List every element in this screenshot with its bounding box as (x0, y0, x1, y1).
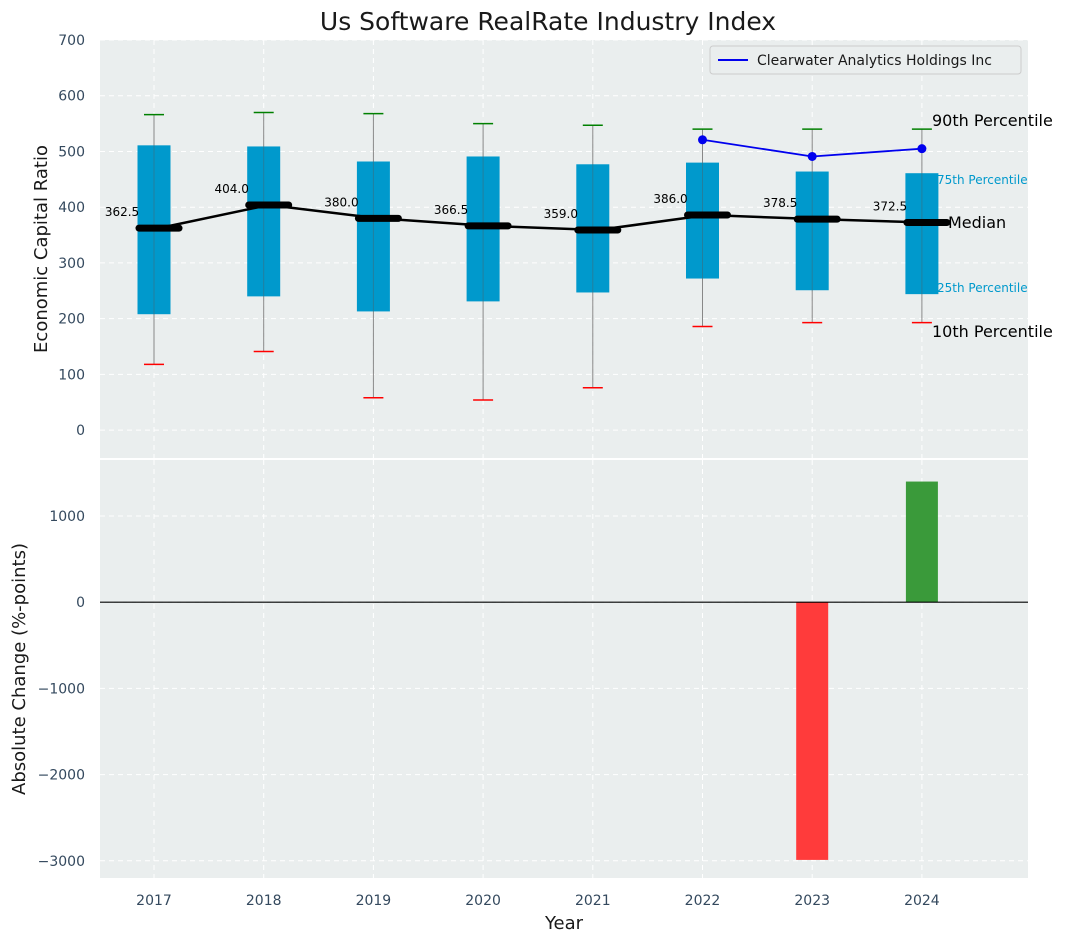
top-y-ticks: 0 100 200 300 400 500 600 700 (58, 33, 85, 439)
top-y-tick-label: 400 (58, 200, 85, 216)
median-value-label: 366.5 (434, 203, 468, 217)
change-bar (796, 602, 829, 860)
top-y-tick-label: 100 (58, 367, 85, 383)
median-value-label: 378.5 (763, 196, 797, 210)
change-bar (905, 481, 938, 603)
legend-box (709, 45, 1022, 75)
chart-title: Us Software RealRate Industry Index (320, 7, 776, 36)
x-tick-label: 2021 (575, 893, 611, 909)
median-value-label: 380.0 (324, 195, 358, 209)
bottom-y-tick-label: −2000 (38, 768, 85, 784)
median-value-label: 386.0 (653, 192, 687, 206)
top-y-tick-label: 0 (76, 423, 85, 439)
bottom-y-tick-label: 1000 (49, 509, 85, 525)
x-tick-label: 2023 (794, 893, 830, 909)
median-value-label: 404.0 (215, 182, 249, 196)
bottom-y-ticks: −3000 −2000 −1000 0 1000 (38, 509, 85, 870)
x-tick-label: 2020 (465, 893, 501, 909)
legend: Clearwater Analytics Holdings Inc (709, 45, 1022, 75)
x-tick-label: 2017 (136, 893, 172, 909)
bottom-y-tick-label: −1000 (38, 681, 85, 697)
median-value-label: 372.5 (873, 200, 907, 214)
top-y-tick-label: 300 (58, 256, 85, 272)
x-tick-label: 2024 (904, 893, 940, 909)
top-y-tick-label: 500 (58, 144, 85, 160)
median-value-label: 362.5 (105, 205, 139, 219)
company-point (807, 151, 817, 161)
annotation-p75: 75th Percentile (937, 173, 1028, 187)
top-y-axis-label: Economic Capital Ratio (31, 145, 52, 353)
top-y-tick-label: 600 (58, 89, 85, 105)
annotation-p10: 10th Percentile (932, 322, 1053, 341)
bottom-plot-area (100, 460, 1028, 878)
x-tick-label: 2022 (685, 893, 721, 909)
annotation-median: Median (948, 213, 1006, 232)
bottom-y-tick-label: −3000 (38, 854, 85, 870)
median-line-group: 362.5 404.0 380.0 366.5 359.0 386.0 378.5 372.5 (105, 182, 951, 234)
percentile-annotations: 90th Percentile 75th Percentile Median 2… (932, 111, 1053, 341)
x-tick-label: 2018 (246, 893, 282, 909)
top-plot-area (100, 40, 1028, 458)
company-point (917, 144, 927, 154)
x-axis-label: Year (544, 913, 584, 934)
bottom-y-axis-label: Absolute Change (%-points) (9, 543, 30, 795)
top-y-tick-label: 200 (58, 312, 85, 328)
bottom-y-tick-label: 0 (76, 595, 85, 611)
x-tick-label: 2019 (356, 893, 392, 909)
company-series-group (698, 135, 927, 161)
median-value-label: 359.0 (544, 207, 578, 221)
annotation-p25: 25th Percentile (937, 281, 1028, 295)
legend-entry-company: Clearwater Analytics Holdings Inc (757, 53, 992, 69)
change-bars-group (796, 481, 938, 860)
x-ticks: 2017 2018 2019 2020 2021 2022 2023 2024 (136, 893, 940, 909)
annotation-p90: 90th Percentile (932, 111, 1053, 130)
top-y-tick-label: 700 (58, 33, 85, 49)
company-point (698, 135, 707, 145)
